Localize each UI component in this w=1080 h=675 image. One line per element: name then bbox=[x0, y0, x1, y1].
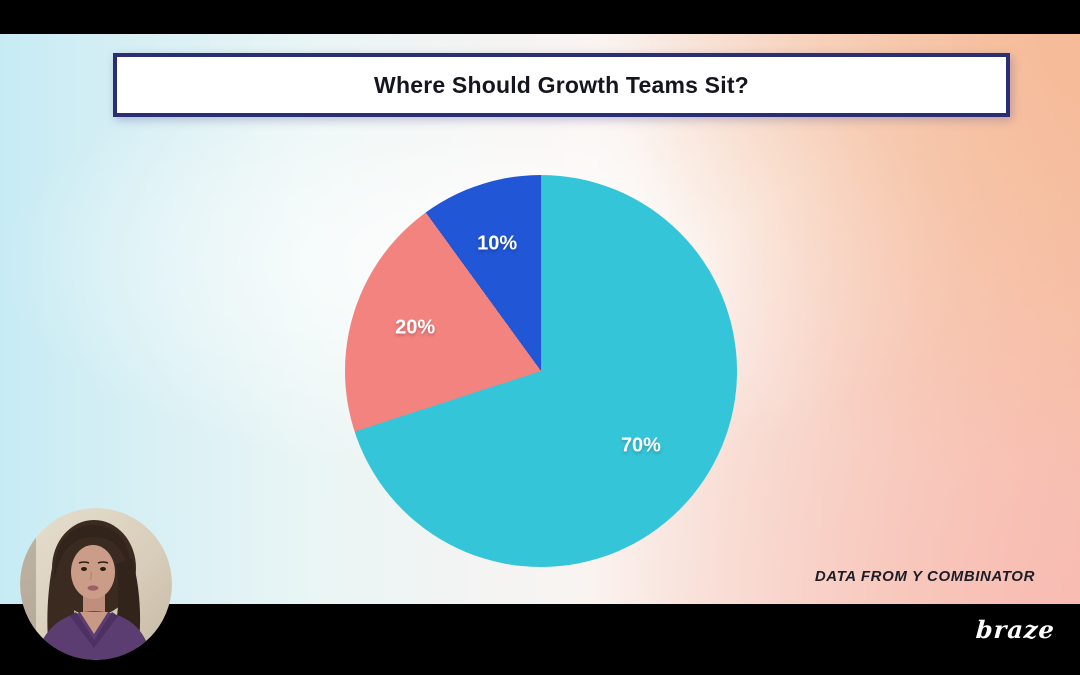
webcam-overlay bbox=[20, 508, 172, 660]
slide-title: Where Should Growth Teams Sit? bbox=[374, 71, 749, 98]
letterbox-top-bar bbox=[0, 0, 1080, 34]
source-note: DATA FROM Y COMBINATOR bbox=[814, 568, 1035, 585]
pie-chart: 70% 20% 10% bbox=[345, 175, 737, 567]
title-box: Where Should Growth Teams Sit? bbox=[113, 53, 1010, 117]
pie-slice-label-20: 20% bbox=[395, 316, 436, 339]
presenter-portrait bbox=[20, 508, 172, 660]
pie-slice-label-10: 10% bbox=[477, 232, 518, 255]
letterbox-bottom-bar: braze bbox=[0, 604, 1080, 675]
pie-slice-label-70: 70% bbox=[620, 434, 661, 457]
slide-background: Where Should Growth Teams Sit? 70% 20% 1… bbox=[0, 34, 1080, 604]
braze-logo: braze bbox=[975, 615, 1057, 644]
